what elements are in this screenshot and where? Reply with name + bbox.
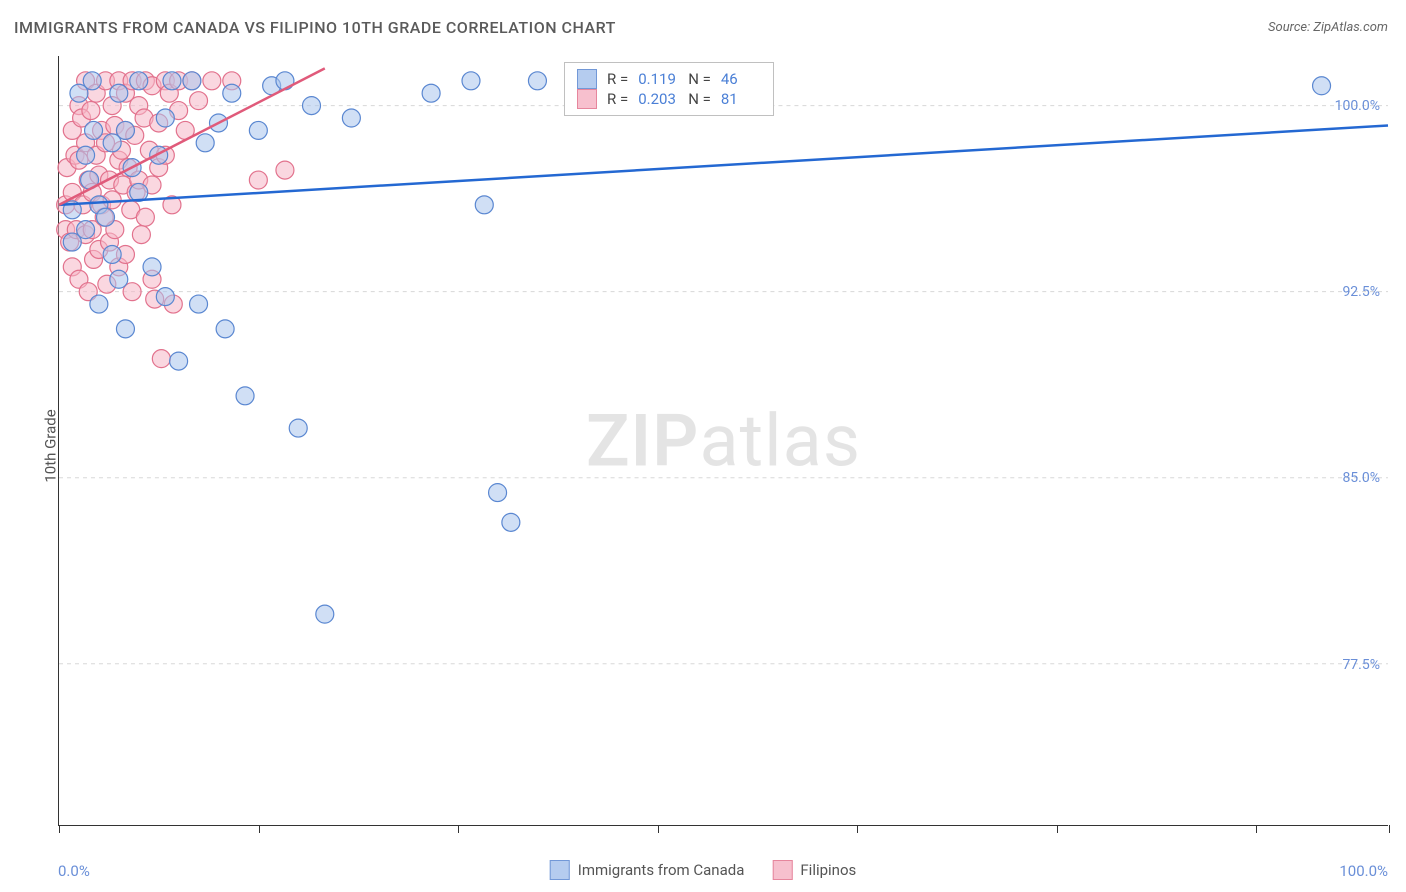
legend-label-filipino: Filipinos (800, 861, 856, 879)
xtick (259, 825, 260, 833)
x-axis-min-label: 0.0% (58, 862, 90, 880)
swatch-canada (577, 69, 597, 89)
xtick (1389, 825, 1390, 833)
xtick (1256, 825, 1257, 833)
xtick (458, 825, 459, 833)
legend-label-canada: Immigrants from Canada (578, 861, 745, 879)
bottom-legend: Immigrants from Canada Filipinos (550, 860, 857, 880)
stats-row-filipino: R = 0.203 N = 81 (577, 89, 761, 109)
xtick (59, 825, 60, 833)
x-axis-max-label: 100.0% (1339, 862, 1388, 880)
swatch-filipino-bottom (772, 860, 792, 880)
swatch-filipino (577, 89, 597, 109)
legend-item-filipino: Filipinos (772, 860, 856, 880)
stats-legend: R = 0.119 N = 46 R = 0.203 N = 81 (564, 62, 774, 116)
swatch-canada-bottom (550, 860, 570, 880)
xtick (658, 825, 659, 833)
scatter-svg (59, 56, 1388, 825)
y-axis-label: 10th Grade (42, 409, 60, 482)
ytick-label: 85.0% (1342, 470, 1380, 486)
plot-area: R = 0.119 N = 46 R = 0.203 N = 81 ZIPatl… (58, 56, 1388, 826)
chart-title: IMMIGRANTS FROM CANADA VS FILIPINO 10TH … (14, 18, 616, 37)
r-value-filipino: 0.203 (638, 90, 678, 108)
stats-row-canada: R = 0.119 N = 46 (577, 69, 761, 89)
n-value-filipino: 81 (721, 90, 761, 108)
n-value-canada: 46 (721, 70, 761, 88)
ytick-label: 100.0% (1335, 98, 1380, 114)
r-value-canada: 0.119 (638, 70, 678, 88)
xtick (1057, 825, 1058, 833)
source-attribution: Source: ZipAtlas.com (1268, 20, 1388, 35)
xtick (857, 825, 858, 833)
legend-item-canada: Immigrants from Canada (550, 860, 745, 880)
ytick-label: 77.5% (1342, 657, 1380, 673)
ytick-label: 92.5% (1342, 284, 1380, 300)
